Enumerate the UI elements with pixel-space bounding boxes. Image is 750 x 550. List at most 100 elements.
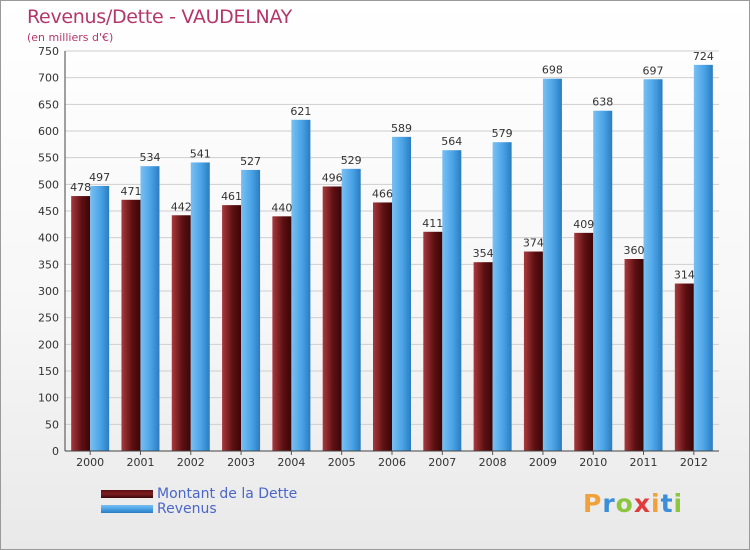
x-tick-label: 2010	[579, 456, 607, 469]
logo-letter: r	[602, 489, 616, 518]
y-tick-label: 650	[38, 98, 59, 111]
bars	[71, 64, 713, 452]
data-label-revenus: 697	[643, 64, 664, 77]
logo-letter: o	[615, 489, 634, 518]
bar-revenus	[341, 168, 361, 451]
bar-revenus	[643, 79, 663, 452]
y-tick-label: 50	[45, 418, 59, 431]
logo-letter: t	[660, 489, 674, 518]
y-tick-label: 300	[38, 285, 59, 298]
data-label-revenus: 529	[341, 154, 362, 167]
data-label-dette: 411	[422, 217, 443, 230]
bar-revenus	[190, 162, 210, 451]
bar-revenus	[392, 136, 411, 451]
logo-letter: x	[633, 489, 651, 518]
data-label-dette: 440	[271, 201, 292, 214]
data-label-revenus: 724	[693, 50, 714, 63]
x-tick-label: 2012	[680, 456, 708, 469]
y-tick-label: 200	[38, 338, 59, 351]
data-label-dette: 442	[171, 200, 192, 213]
legend-swatch-revenus	[101, 505, 153, 513]
bar-revenus	[442, 150, 462, 451]
data-label-dette: 354	[473, 247, 494, 260]
y-tick-label: 550	[38, 152, 59, 165]
bar-revenus	[291, 119, 311, 452]
bar-revenus	[90, 185, 110, 451]
logo-letter: i	[673, 489, 684, 518]
legend-label-revenus: Revenus	[157, 501, 217, 517]
data-label-revenus: 638	[592, 96, 613, 109]
y-tick-label: 0	[52, 445, 59, 458]
y-tick-label: 150	[38, 365, 59, 378]
data-label-dette: 360	[624, 244, 645, 257]
data-label-revenus: 621	[290, 105, 311, 118]
bar-revenus	[241, 169, 261, 451]
bar-revenus	[140, 166, 160, 451]
y-tick-label: 400	[38, 232, 59, 245]
data-label-revenus: 497	[89, 171, 110, 184]
y-tick-label: 750	[38, 45, 59, 58]
bar-dette	[71, 196, 91, 451]
data-label-revenus: 564	[441, 135, 462, 148]
bar-dette	[523, 251, 543, 451]
bar-revenus	[693, 64, 713, 451]
bar-dette	[121, 199, 141, 451]
y-tick-label: 250	[38, 312, 59, 325]
legend-label-dette: Montant de la Dette	[157, 486, 298, 502]
x-tick-label: 2011	[630, 456, 658, 469]
data-label-dette: 466	[372, 187, 393, 200]
data-label-revenus: 698	[542, 64, 563, 77]
bar-dette	[272, 216, 292, 451]
data-label-dette: 409	[573, 218, 594, 231]
bar-dette	[624, 259, 644, 451]
x-tick-label: 2006	[378, 456, 406, 469]
bar-dette	[473, 262, 493, 451]
y-axis-ticks: 0 50 100 150 200 250 300 350 400 450 500 550 600 650 7…	[38, 45, 59, 458]
data-label-revenus: 527	[240, 155, 261, 168]
bar-revenus	[593, 110, 613, 451]
y-tick-label: 700	[38, 72, 59, 85]
bar-revenus	[542, 78, 562, 451]
y-tick-label: 500	[38, 178, 59, 191]
bar-revenus	[492, 142, 512, 451]
legend-swatch-dette	[101, 490, 153, 498]
data-label-dette: 496	[322, 171, 343, 184]
bar-dette	[674, 283, 694, 451]
x-tick-label: 2007	[428, 456, 456, 469]
logo-letter: P	[583, 489, 603, 518]
x-tick-label: 2002	[177, 456, 205, 469]
data-label-revenus: 579	[492, 127, 513, 140]
data-label-dette: 314	[674, 269, 695, 282]
data-label-dette: 471	[120, 185, 141, 198]
data-label-dette: 478	[70, 181, 91, 194]
y-tick-label: 450	[38, 205, 59, 218]
x-tick-label: 2005	[328, 456, 356, 469]
x-axis-ticks: 2000 2001 2002 2003 2004 2005 2006 2007 2008 2009…	[76, 451, 708, 469]
bar-dette	[423, 231, 443, 451]
bar-dette	[373, 202, 392, 451]
x-tick-label: 2003	[227, 456, 255, 469]
x-tick-label: 2001	[126, 456, 154, 469]
chart-subtitle: (en milliers d'€)	[27, 31, 114, 44]
data-label-dette: 461	[221, 190, 242, 203]
logo-letter: i	[651, 489, 661, 518]
proxiti-logo: Proxiti	[583, 489, 683, 518]
x-tick-label: 2009	[529, 456, 557, 469]
data-label-revenus: 589	[391, 122, 412, 135]
bar-dette	[322, 186, 342, 451]
x-tick-label: 2008	[479, 456, 507, 469]
x-tick-label: 2000	[76, 456, 104, 469]
bar-dette	[171, 215, 191, 451]
y-tick-label: 350	[38, 258, 59, 271]
y-tick-label: 600	[38, 125, 59, 138]
data-label-dette: 374	[523, 237, 544, 250]
x-tick-label: 2004	[277, 456, 305, 469]
data-label-revenus: 534	[139, 151, 160, 164]
data-label-revenus: 541	[190, 147, 211, 160]
bar-dette	[574, 232, 594, 451]
chart-title: Revenus/Dette - VAUDELNAY	[27, 6, 292, 28]
bar-dette	[222, 205, 242, 451]
